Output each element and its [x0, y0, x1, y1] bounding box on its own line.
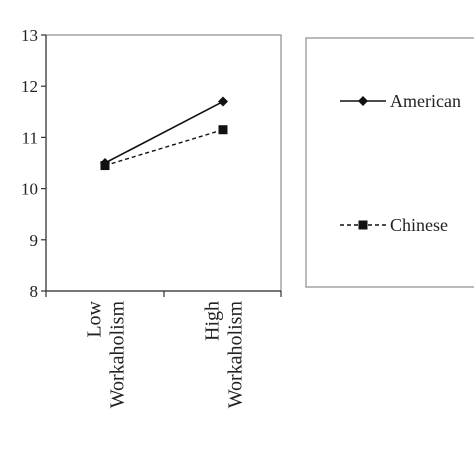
plot-border [45, 34, 282, 292]
x-category-label-line: Workaholism [225, 301, 247, 409]
y-tick-label: 12 [21, 77, 38, 96]
series-line [104, 129, 224, 167]
square-marker [358, 220, 368, 230]
legend-label: American [390, 91, 461, 111]
y-tick-label: 8 [30, 282, 39, 301]
square-marker [218, 125, 228, 135]
y-axis: 8 9 10 11 12 13 [21, 26, 47, 301]
y-tick-label: 13 [21, 26, 38, 45]
x-category-label-line: High [202, 301, 224, 341]
legend-entry: Chinese [340, 215, 448, 235]
y-tick-label: 9 [30, 231, 39, 250]
y-tick-label: 10 [21, 180, 38, 199]
x-axis: Low Workaholism High Workaholism [45, 290, 282, 409]
series-american [100, 96, 228, 168]
x-category-label: High Workaholism [202, 301, 247, 409]
diamond-marker [218, 96, 228, 107]
legend-box [305, 37, 474, 288]
diamond-marker [358, 96, 368, 106]
diamond-marker [100, 158, 110, 168]
legend-label: Chinese [390, 215, 448, 235]
x-category-label-line: Low [84, 300, 106, 337]
x-category-label-line: Workaholism [107, 301, 129, 409]
legend-entry: American [340, 91, 461, 111]
y-tick-label: 11 [22, 128, 38, 147]
series-line [104, 100, 224, 164]
plot-frame [45, 34, 282, 292]
x-category-label: Low Workaholism [84, 300, 129, 408]
legend: American Chinese [305, 37, 474, 288]
series-layer [100, 96, 228, 171]
